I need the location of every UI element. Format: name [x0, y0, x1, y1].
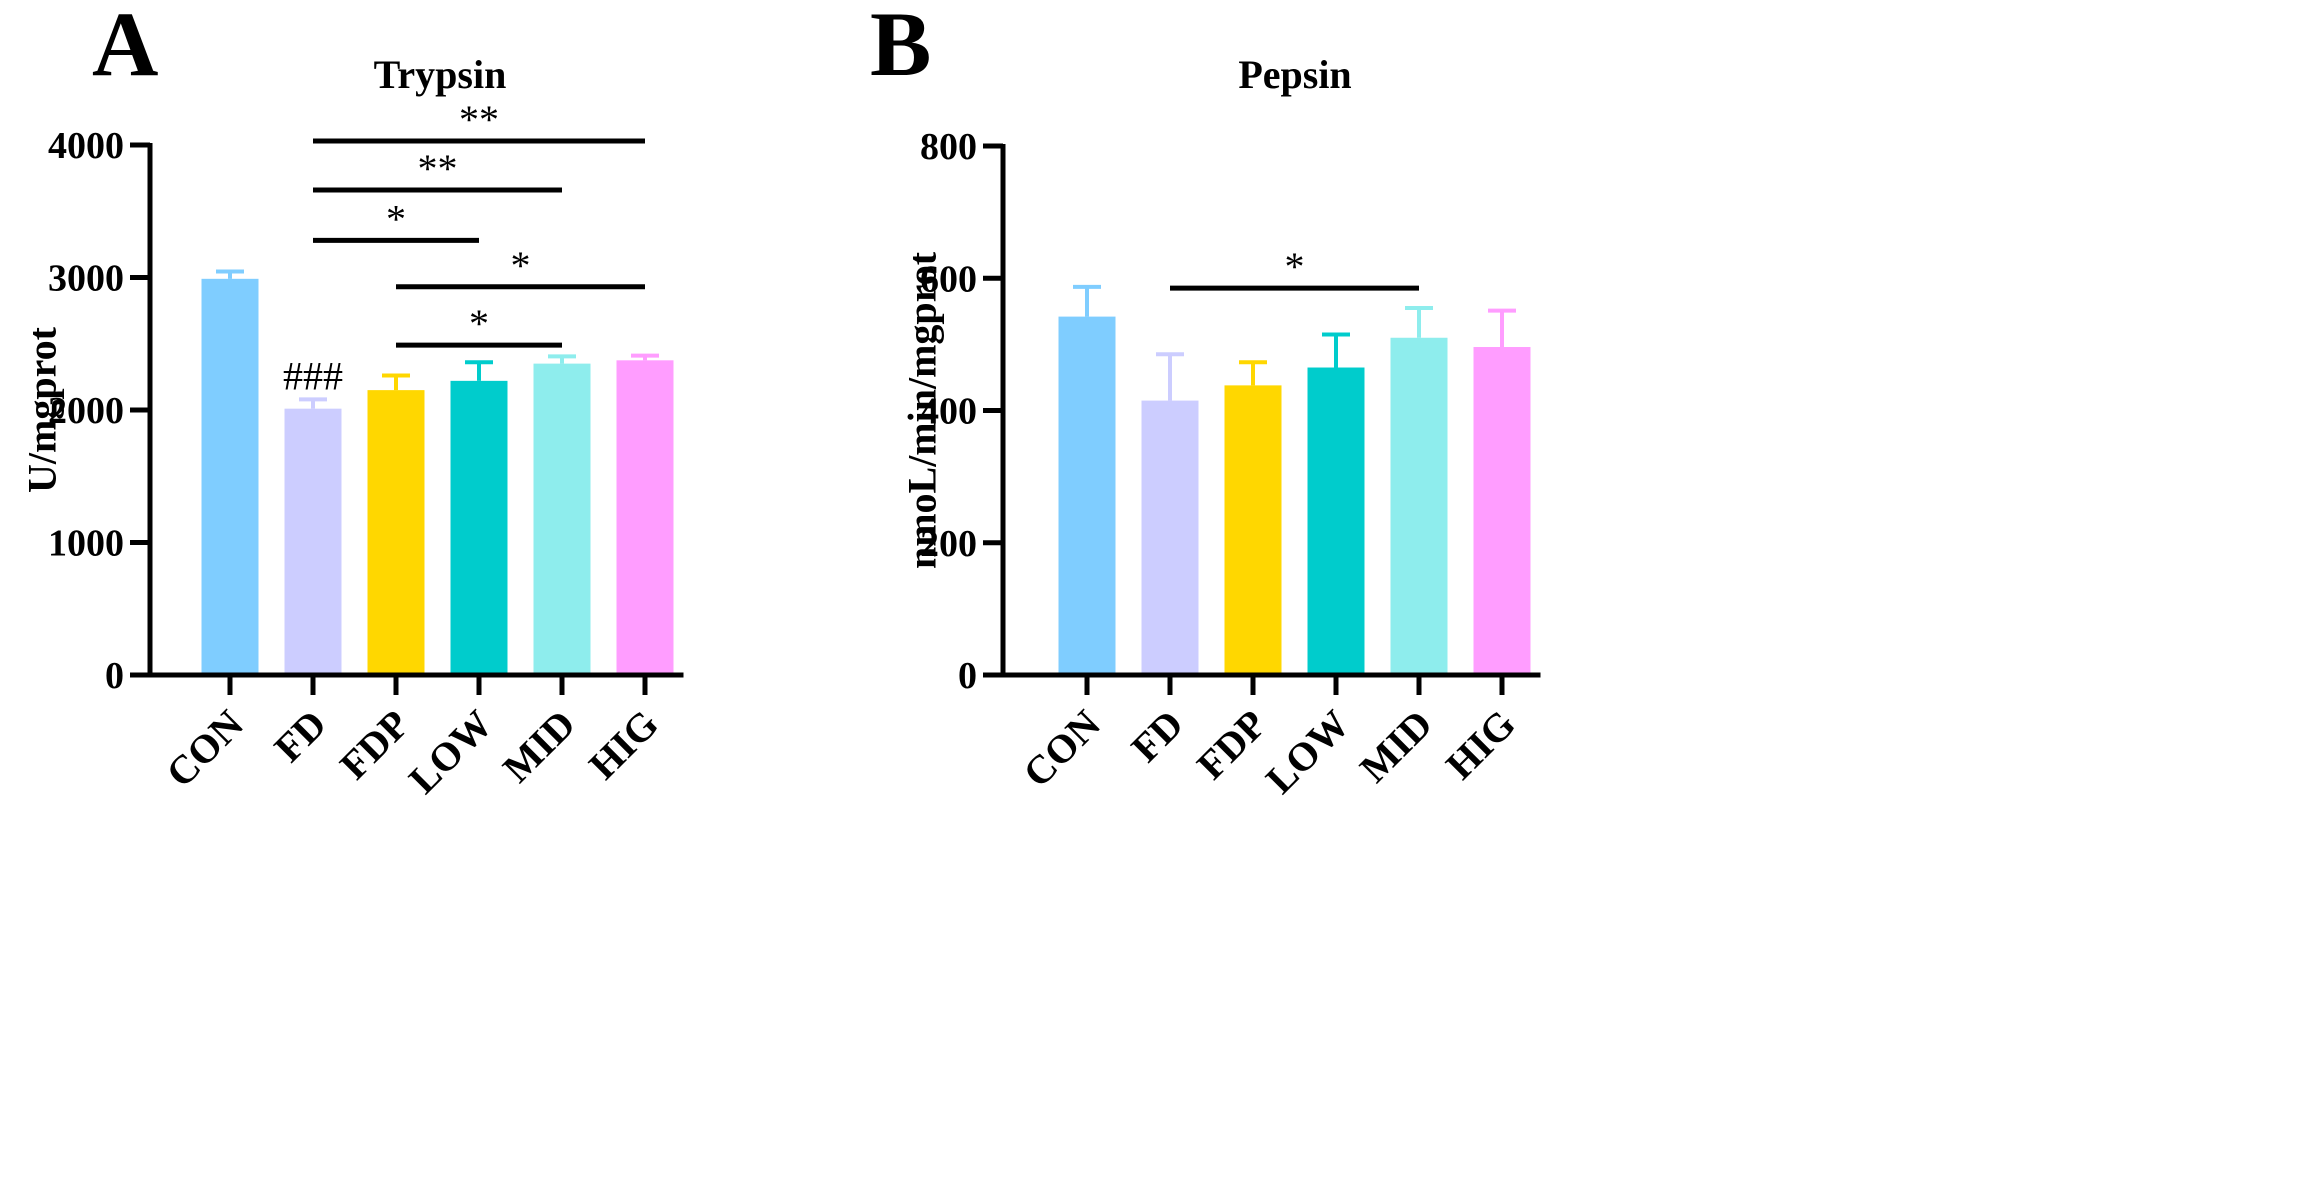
x-tick-label: CON — [157, 701, 252, 796]
x-tick-label: FD — [1122, 701, 1192, 771]
bar — [1058, 316, 1116, 675]
bar — [284, 408, 342, 675]
bar — [450, 380, 508, 675]
y-tick-label: 1000 — [48, 523, 124, 565]
bar-annotation: ### — [283, 353, 343, 398]
bar — [1307, 367, 1365, 675]
significance-label: ** — [418, 146, 458, 191]
bar — [616, 360, 674, 675]
y-tick-label: 400 — [920, 391, 977, 433]
bar — [201, 278, 259, 675]
x-tick-label: FD — [265, 701, 335, 771]
x-tick-label: LOW — [1257, 701, 1358, 802]
bar — [1473, 347, 1531, 675]
bar — [1390, 337, 1448, 675]
x-tick-label: LOW — [400, 701, 501, 802]
x-tick-label: MID — [494, 701, 584, 791]
significance-label: * — [469, 301, 489, 346]
x-tick-label: CON — [1014, 701, 1109, 796]
bar — [533, 363, 591, 675]
y-tick-label: 0 — [958, 655, 977, 697]
chart-panel-b: B Pepsin nmoL/min/mgprot 0 200 400 600 800 CON FD… — [870, 0, 1541, 802]
y-tick-label: 2000 — [48, 390, 124, 432]
significance-label: ** — [459, 97, 499, 142]
y-axis-label: nmoL/min/mgprot — [900, 251, 945, 569]
bar — [367, 390, 425, 675]
y-tick-label: 200 — [920, 523, 977, 565]
chart-title: Trypsin — [374, 52, 507, 97]
y-tick-label: 4000 — [48, 125, 124, 167]
chart-title: Pepsin — [1238, 52, 1351, 97]
x-tick-label: HIG — [1437, 701, 1524, 788]
y-tick-label: 0 — [105, 655, 124, 697]
significance-label: * — [1285, 244, 1305, 289]
panel-label: A — [92, 0, 158, 95]
y-axis-label: U/mgprot — [20, 326, 65, 493]
significance-label: * — [386, 196, 406, 241]
y-tick-label: 600 — [920, 258, 977, 300]
bar — [1224, 385, 1282, 675]
panel-label: B — [870, 0, 931, 95]
significance-label: * — [511, 243, 531, 288]
bar — [1141, 400, 1199, 675]
y-tick-label: 800 — [920, 126, 977, 168]
x-tick-label: HIG — [580, 701, 667, 788]
x-tick-label: MID — [1351, 701, 1441, 791]
y-tick-label: 3000 — [48, 258, 124, 300]
